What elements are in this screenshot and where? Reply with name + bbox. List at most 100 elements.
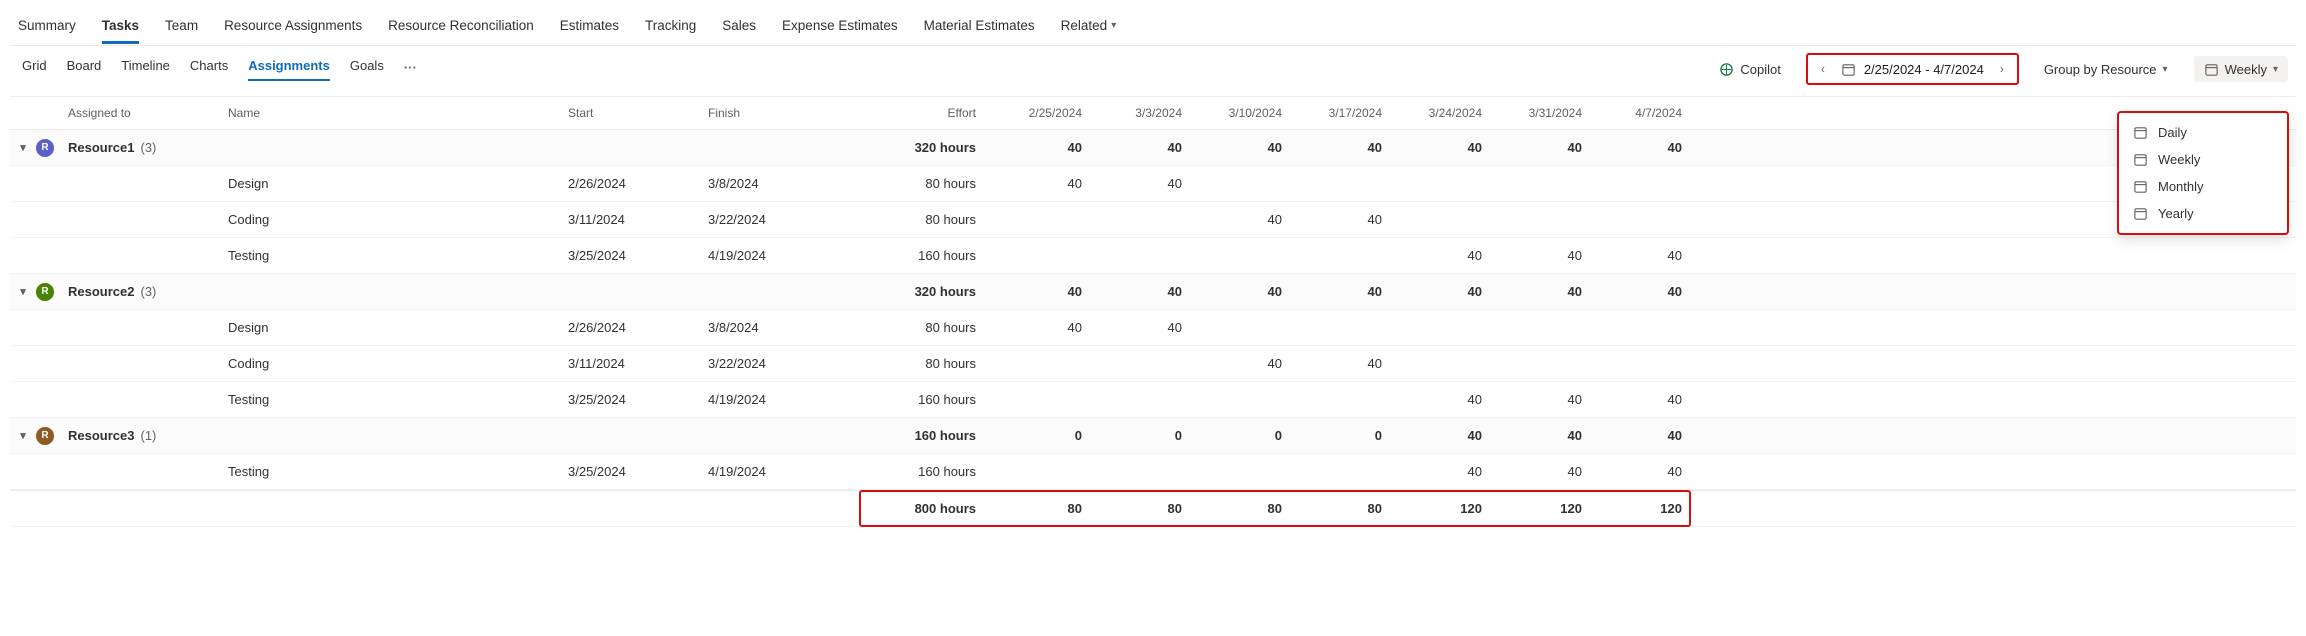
top-tab-label: Material Estimates <box>924 18 1035 33</box>
task-name: Design <box>220 320 560 335</box>
top-tab[interactable]: Sales <box>722 18 756 44</box>
top-tab[interactable]: Resource Reconciliation <box>388 18 534 44</box>
col-header-date: 2/25/2024 <box>990 106 1090 120</box>
top-tab[interactable]: Expense Estimates <box>782 18 898 44</box>
view-tab[interactable]: Board <box>67 58 102 81</box>
task-effort: 80 hours <box>860 212 990 227</box>
copilot-label: Copilot <box>1740 62 1780 77</box>
group-by-button[interactable]: Group by Resource ▾ <box>2034 56 2178 82</box>
group-week-value: 40 <box>1490 284 1590 299</box>
group-week-value: 40 <box>1490 140 1590 155</box>
totals-highlight: 800 hours80808080120120120 <box>860 491 1690 526</box>
top-tab[interactable]: Estimates <box>560 18 619 44</box>
period-option-label: Daily <box>2158 125 2187 140</box>
resource-avatar: R <box>36 283 54 301</box>
header-row: Assigned toNameStartFinishEffort2/25/202… <box>10 97 2296 130</box>
task-effort: 80 hours <box>860 356 990 371</box>
group-week-value: 0 <box>990 428 1090 443</box>
calendar-icon <box>2133 125 2148 140</box>
group-row[interactable]: ▾RResource3(1)160 hours0000404040 <box>10 418 2296 454</box>
group-row[interactable]: ▾RResource1(3)320 hours40404040404040 <box>10 130 2296 166</box>
task-week-value: 40 <box>990 176 1090 191</box>
group-count: (1) <box>140 428 156 443</box>
task-week-value: 40 <box>1190 212 1290 227</box>
top-tab-label: Related <box>1061 18 1108 33</box>
group-row[interactable]: ▾RResource2(3)320 hours40404040404040 <box>10 274 2296 310</box>
top-tab-label: Team <box>165 18 198 33</box>
task-effort: 80 hours <box>860 176 990 191</box>
task-row[interactable]: Testing3/25/20244/19/2024160 hours404040 <box>10 454 2296 490</box>
prev-period-button[interactable]: ‹ <box>1815 58 1831 80</box>
view-tab[interactable]: Timeline <box>121 58 170 81</box>
view-tab[interactable]: Assignments <box>248 58 330 81</box>
expand-toggle[interactable]: ▾ <box>10 141 36 154</box>
resource-avatar: R <box>36 139 54 157</box>
task-row[interactable]: Testing3/25/20244/19/2024160 hours404040 <box>10 238 2296 274</box>
task-row[interactable]: Coding3/11/20243/22/202480 hours4040 <box>10 202 2296 238</box>
top-tab[interactable]: Material Estimates <box>924 18 1035 44</box>
top-tab[interactable]: Tasks <box>102 18 139 44</box>
primary-tabbar: Summary Tasks Team Resource Assignments Reso… <box>0 0 2306 44</box>
task-name: Testing <box>220 392 560 407</box>
period-button[interactable]: Weekly ▾ <box>2194 56 2288 82</box>
top-tab[interactable]: Summary <box>18 18 76 44</box>
right-controls: Copilot ‹ 2/25/2024 - 4/7/2024 › Group b… <box>1709 54 2288 84</box>
task-week-value: 40 <box>1290 356 1390 371</box>
top-tab-label: Expense Estimates <box>782 18 898 33</box>
date-range-text: 2/25/2024 - 4/7/2024 <box>1864 62 1984 77</box>
resource-avatar: R <box>36 427 54 445</box>
period-option[interactable]: Weekly <box>2119 146 2287 173</box>
totals-week-value: 80 <box>1090 501 1190 516</box>
group-week-value: 40 <box>1590 428 1690 443</box>
col-header-date: 3/31/2024 <box>1490 106 1590 120</box>
view-tab[interactable]: Goals <box>350 58 384 81</box>
task-week-value: 40 <box>1590 464 1690 479</box>
task-row[interactable]: Design2/26/20243/8/202480 hours4040 <box>10 310 2296 346</box>
task-finish: 3/8/2024 <box>700 320 860 335</box>
top-tab-label: Resource Assignments <box>224 18 362 33</box>
group-week-value: 0 <box>1190 428 1290 443</box>
expand-toggle[interactable]: ▾ <box>10 429 36 442</box>
col-header-effort: Effort <box>860 106 990 120</box>
date-range-label[interactable]: 2/25/2024 - 4/7/2024 <box>1841 62 1984 77</box>
period-label: Weekly <box>2225 62 2267 77</box>
group-week-value: 40 <box>1490 428 1590 443</box>
top-tab[interactable]: Resource Assignments <box>224 18 362 44</box>
next-period-button[interactable]: › <box>1994 58 2010 80</box>
col-header-name: Name <box>220 106 560 120</box>
calendar-goto-icon <box>1841 62 1856 77</box>
period-option[interactable]: Daily <box>2119 119 2287 146</box>
task-effort: 160 hours <box>860 248 990 263</box>
date-range-picker[interactable]: ‹ 2/25/2024 - 4/7/2024 › <box>1809 56 2016 82</box>
top-tab-label: Sales <box>722 18 756 33</box>
view-tab[interactable]: Charts <box>190 58 228 81</box>
group-week-value: 40 <box>1290 140 1390 155</box>
task-row[interactable]: Testing3/25/20244/19/2024160 hours404040 <box>10 382 2296 418</box>
task-week-value: 40 <box>1590 392 1690 407</box>
top-tab[interactable]: Tracking <box>645 18 696 44</box>
overflow-menu-button[interactable]: ··· <box>404 60 417 79</box>
copilot-button[interactable]: Copilot <box>1709 56 1790 82</box>
col-header-assigned: Assigned to <box>60 106 220 120</box>
task-name: Testing <box>220 464 560 479</box>
group-label: Resource2(3) <box>60 284 220 299</box>
period-option-label: Weekly <box>2158 152 2200 167</box>
task-row[interactable]: Design2/26/20243/8/202480 hours4040 <box>10 166 2296 202</box>
totals-week-value: 80 <box>1190 501 1290 516</box>
col-header-date: 3/24/2024 <box>1390 106 1490 120</box>
top-tab[interactable]: Related▾ <box>1061 18 1117 44</box>
calendar-icon <box>2204 62 2219 77</box>
task-name: Coding <box>220 356 560 371</box>
task-week-value: 40 <box>1090 176 1190 191</box>
period-option[interactable]: Monthly <box>2119 173 2287 200</box>
task-row[interactable]: Coding3/11/20243/22/202480 hours4040 <box>10 346 2296 382</box>
expand-toggle[interactable]: ▾ <box>10 285 36 298</box>
view-tab[interactable]: Grid <box>22 58 47 81</box>
top-tab[interactable]: Team <box>165 18 198 44</box>
totals-week-value: 120 <box>1590 501 1690 516</box>
totals-row: 800 hours80808080120120120 <box>10 490 2296 527</box>
period-option[interactable]: Yearly <box>2119 200 2287 227</box>
task-start: 3/25/2024 <box>560 248 700 263</box>
top-tab-label: Summary <box>18 18 76 33</box>
totals-week-value: 80 <box>990 501 1090 516</box>
